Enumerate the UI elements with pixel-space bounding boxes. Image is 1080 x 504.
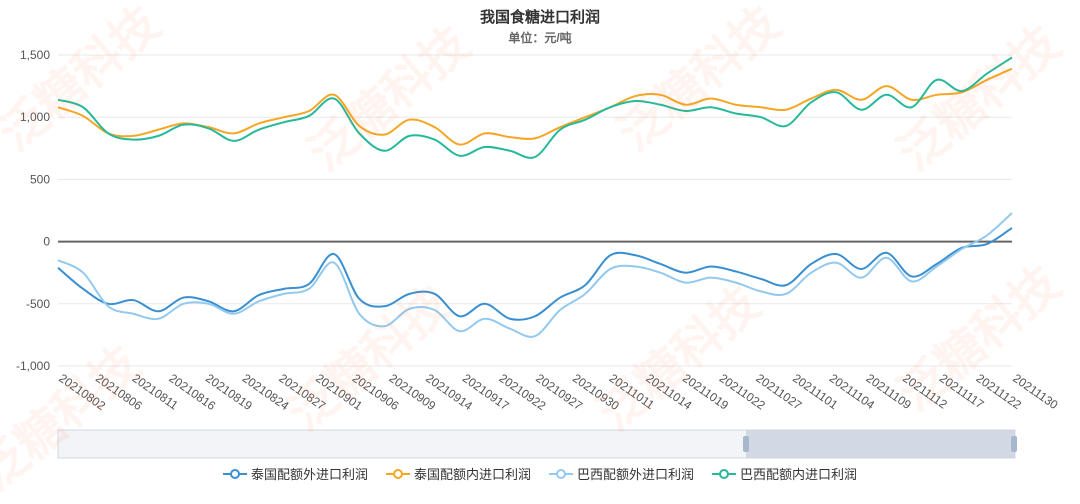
zoom-slider-handle-right[interactable] <box>1011 436 1017 452</box>
legend-item-3[interactable]: 巴西配额外进口利润 <box>549 464 694 483</box>
series-line-1 <box>57 227 1013 321</box>
legend-item-1[interactable]: 泰国配额外进口利润 <box>222 464 368 483</box>
legend-swatch <box>549 468 573 479</box>
y-tick-label: 1,500 <box>20 48 50 62</box>
legend-label: 巴西配额内进口利润 <box>740 467 858 482</box>
legend-item-4[interactable]: 巴西配额内进口利润 <box>712 464 857 483</box>
zoom-slider-handle-left[interactable] <box>743 436 749 452</box>
y-tick-label: -500 <box>26 297 50 311</box>
legend-item-2[interactable]: 泰国配额内进口利润 <box>385 464 531 483</box>
y-tick-label: 1,000 <box>20 110 50 124</box>
series-line-3 <box>57 212 1013 338</box>
series-line-2 <box>57 67 1013 146</box>
y-tick-label: 0 <box>43 235 50 249</box>
chart-subtitle: 单位：元/吨 <box>508 31 572 45</box>
legend-swatch <box>712 468 737 479</box>
legend-label: 泰国配额内进口利润 <box>413 467 531 482</box>
y-tick-label: 500 <box>30 172 50 186</box>
legend-swatch <box>222 468 247 479</box>
chart-title: 我国食糖进口利润 <box>479 9 600 26</box>
legend-label: 巴西配额外进口利润 <box>577 467 695 482</box>
y-tick-label: -1,000 <box>16 359 50 373</box>
legend-swatch <box>385 468 410 479</box>
legend-label: 泰国配额外进口利润 <box>250 467 368 482</box>
zoom-slider-window <box>746 430 1015 458</box>
chart-legend: 泰国配额外进口利润 泰国配额内进口利润 巴西配额外进口利润 巴西配额内进口利润 <box>0 464 1080 483</box>
series-line-4 <box>57 56 1013 159</box>
